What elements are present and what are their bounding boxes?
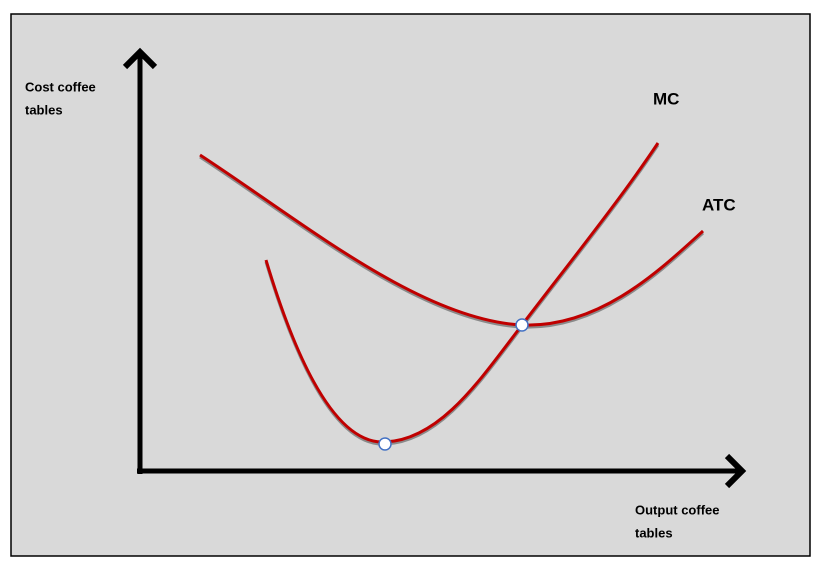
frame [10, 13, 811, 557]
atc-curve [199, 153, 705, 327]
atc-shadow [199, 155, 705, 329]
y-axis-label: tables [25, 102, 63, 117]
mc-curve [264, 142, 660, 444]
x-axis-label: Output coffee [635, 502, 720, 517]
curve-label: ATC [702, 195, 736, 214]
y-axis-label: Cost coffee [25, 79, 96, 94]
curve-label: MC [653, 89, 679, 108]
intersection [515, 318, 529, 332]
mc-minimum [378, 437, 392, 451]
x-axis-label: tables [635, 525, 673, 540]
